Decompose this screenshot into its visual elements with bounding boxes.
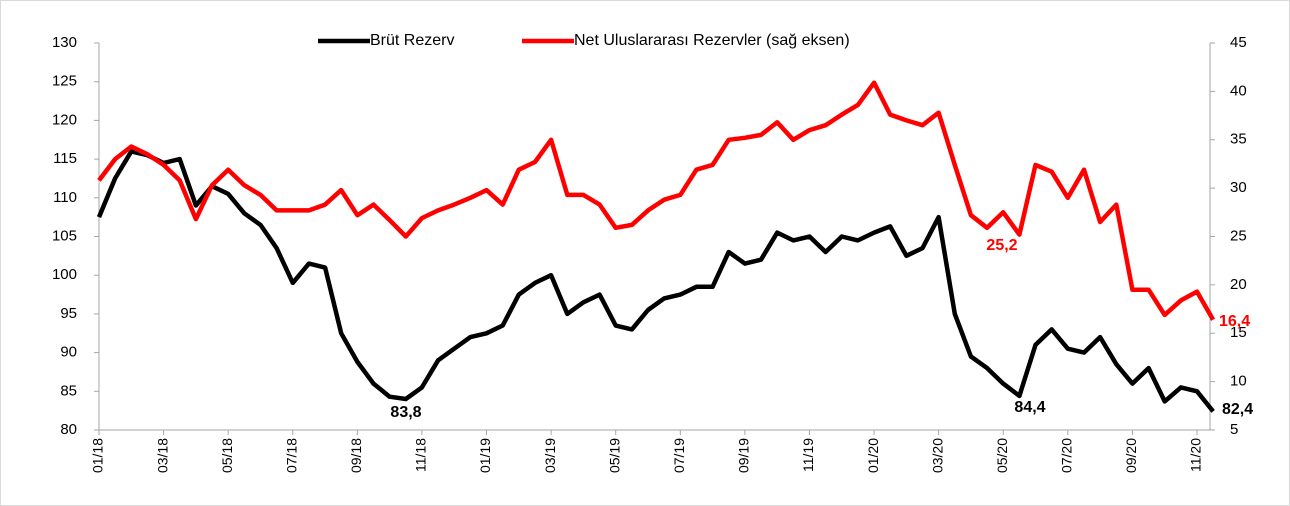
y-tick-label: 80 bbox=[60, 421, 77, 438]
x-tick-label: 07/18 bbox=[283, 438, 299, 473]
x-tick-label: 01/18 bbox=[90, 438, 106, 473]
x-tick-label: 01/20 bbox=[865, 438, 881, 473]
x-tick-label: 07/19 bbox=[671, 438, 687, 473]
annotation: 25,2 bbox=[986, 237, 1017, 254]
y-tick-label: 85 bbox=[60, 382, 77, 399]
annotation: 84,4 bbox=[1014, 399, 1045, 416]
y2-tick-label: 10 bbox=[1230, 373, 1247, 390]
y-tick-label: 90 bbox=[60, 344, 77, 361]
x-tick-label: 11/20 bbox=[1188, 438, 1204, 472]
x-tick-label: 11/19 bbox=[800, 438, 816, 472]
x-tick-label: 09/18 bbox=[348, 438, 364, 473]
y2-tick-label: 15 bbox=[1230, 324, 1247, 341]
y-tick-label: 105 bbox=[52, 227, 77, 244]
x-tick-label: 05/18 bbox=[219, 438, 235, 473]
y2-tick-label: 40 bbox=[1230, 82, 1247, 99]
y2-tick-label: 35 bbox=[1230, 131, 1247, 148]
annotation: 83,8 bbox=[390, 404, 421, 421]
y2-tick-label: 5 bbox=[1230, 421, 1238, 438]
annotation: 82,4 bbox=[1222, 401, 1253, 418]
x-tick-label: 05/20 bbox=[994, 438, 1010, 473]
x-tick-label: 03/19 bbox=[542, 438, 558, 473]
legend-label: Brüt Rezerv bbox=[370, 32, 454, 49]
x-tick-label: 09/19 bbox=[736, 438, 752, 473]
y-tick-label: 120 bbox=[52, 111, 77, 128]
x-tick-label: 09/20 bbox=[1123, 438, 1139, 473]
y-tick-label: 125 bbox=[52, 73, 77, 90]
series-line bbox=[97, 80, 1216, 321]
legend-label: Net Uluslararası Rezervler (sağ eksen) bbox=[574, 32, 850, 49]
y-tick-label: 95 bbox=[60, 305, 77, 322]
y-tick-label: 130 bbox=[52, 34, 77, 51]
x-tick-label: 03/18 bbox=[154, 438, 170, 473]
y2-tick-label: 30 bbox=[1230, 179, 1247, 196]
x-tick-label: 05/19 bbox=[606, 438, 622, 473]
y2-tick-label: 20 bbox=[1230, 276, 1247, 293]
y2-tick-label: 45 bbox=[1230, 34, 1247, 51]
annotation: 16,4 bbox=[1219, 313, 1250, 330]
y-tick-label: 100 bbox=[52, 266, 77, 283]
y-tick-label: 110 bbox=[53, 189, 77, 206]
x-tick-label: 11/18 bbox=[413, 438, 429, 472]
y2-tick-label: 25 bbox=[1230, 227, 1247, 244]
x-tick-label: 01/19 bbox=[477, 438, 493, 473]
y-tick-label: 115 bbox=[53, 150, 77, 167]
x-tick-label: 03/20 bbox=[929, 438, 945, 473]
series-line bbox=[96, 149, 1215, 413]
x-tick-label: 07/20 bbox=[1059, 438, 1075, 473]
